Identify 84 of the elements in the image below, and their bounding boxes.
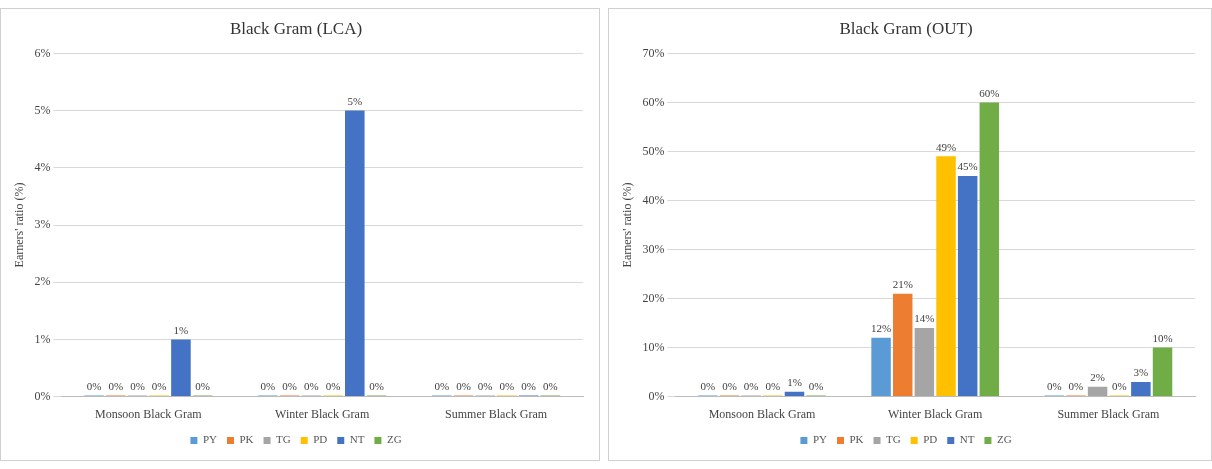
bar [171, 339, 191, 397]
data-label: 0% [1068, 379, 1084, 392]
data-label: 1% [173, 323, 189, 336]
bar [957, 175, 978, 397]
data-label: 0% [282, 379, 297, 392]
data-label: 0% [195, 379, 210, 392]
legend-label: TG [276, 433, 291, 446]
data-label: 0% [765, 379, 781, 392]
y-tick-label: 3% [34, 217, 51, 232]
y-tick-label: 1% [34, 331, 51, 346]
data-label: 49% [935, 140, 957, 153]
y-tick-label: 50% [642, 143, 665, 158]
legend-label: TG [886, 433, 901, 446]
legend-label: ZG [386, 433, 402, 446]
data-label: 0% [456, 379, 471, 392]
data-label: 3% [1133, 366, 1149, 379]
bar [345, 110, 365, 397]
y-tick-label: 30% [642, 241, 665, 256]
y-tick-label: 2% [34, 274, 51, 289]
y-tick-label: 6% [34, 45, 51, 60]
data-label: 0% [86, 379, 102, 392]
data-label: 5% [347, 94, 363, 107]
legend-label: NT [959, 433, 975, 446]
data-label: 0% [260, 379, 276, 392]
x-tick-label: Winter Black Gram [888, 406, 983, 421]
x-tick-label: Monsoon Black Gram [95, 406, 203, 421]
data-label: 1% [787, 376, 802, 389]
chart-title: Black Gram (OUT) [839, 18, 973, 38]
y-tick-label: 20% [642, 290, 665, 305]
bar [936, 156, 956, 397]
bar [979, 102, 1000, 397]
x-tick-label: Winter Black Gram [275, 406, 370, 421]
legend-label: NT [349, 433, 365, 446]
bar [914, 327, 935, 397]
y-axis-title: Earners' ratio (%) [12, 182, 27, 268]
data-label: 0% [808, 379, 824, 392]
y-tick-label: 60% [642, 94, 665, 109]
y-tick-label: 70% [642, 45, 665, 60]
bar [892, 293, 913, 397]
y-tick-label: 10% [642, 339, 665, 354]
y-axis-title: Earners' ratio (%) [620, 182, 635, 268]
data-label: 0% [722, 379, 737, 392]
data-label: 10% [1152, 331, 1173, 344]
bar [1152, 347, 1173, 397]
data-label: 0% [325, 379, 341, 392]
legend-label: PK [849, 433, 864, 446]
legend-label: PD [923, 433, 938, 446]
data-label: 0% [543, 379, 558, 392]
y-tick-label: 5% [34, 102, 51, 117]
data-label: 0% [700, 379, 716, 392]
legend-label: PY [812, 433, 828, 446]
data-label: 0% [521, 379, 536, 392]
x-tick-label: Summer Black Gram [1057, 406, 1161, 421]
data-label: 0% [151, 379, 167, 392]
data-label: 0% [369, 379, 384, 392]
y-tick-label: 0% [648, 388, 665, 403]
bar [1131, 381, 1151, 397]
data-label: 14% [914, 312, 935, 325]
data-label: 2% [1090, 371, 1105, 384]
data-label: 0% [1046, 379, 1062, 392]
y-tick-label: 0% [34, 388, 51, 403]
legend-label: PD [313, 433, 328, 446]
data-label: 60% [979, 86, 1000, 99]
data-label: 21% [892, 278, 913, 291]
data-label: 0% [499, 379, 515, 392]
x-tick-label: Monsoon Black Gram [708, 406, 816, 421]
data-label: 0% [434, 379, 450, 392]
data-label: 0% [743, 379, 759, 392]
data-label: 12% [870, 322, 892, 335]
data-label: 0% [477, 379, 493, 392]
legend-label: ZG [996, 433, 1012, 446]
data-label: 0% [108, 379, 124, 392]
data-label: 0% [304, 379, 319, 392]
y-tick-label: 40% [642, 192, 665, 207]
bar [1087, 386, 1108, 397]
data-label: 0% [130, 379, 145, 392]
data-label: 45% [957, 160, 978, 173]
bar [871, 337, 891, 397]
chart-title: Black Gram (LCA) [229, 18, 363, 38]
x-tick-label: Summer Black Gram [445, 406, 548, 421]
data-label: 0% [1111, 379, 1127, 392]
legend-label: PY [202, 433, 218, 446]
legend-label: PK [239, 433, 254, 446]
y-tick-label: 4% [34, 159, 51, 174]
